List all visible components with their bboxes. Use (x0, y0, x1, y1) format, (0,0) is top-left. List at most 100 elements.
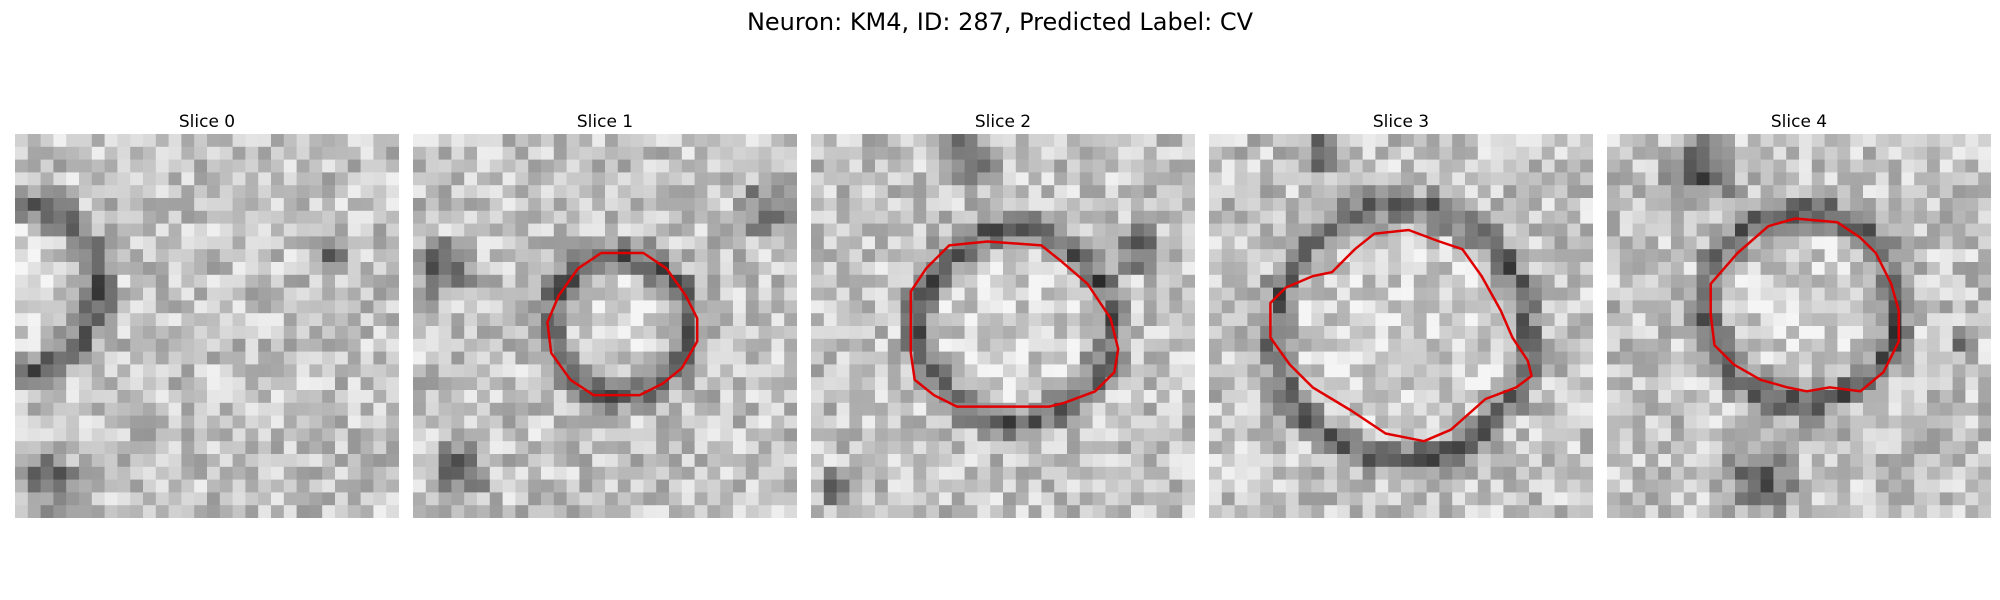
image-pixel (1247, 198, 1261, 212)
image-pixel (681, 479, 696, 493)
image-pixel (271, 492, 285, 506)
image-pixel (360, 146, 374, 161)
image-pixel (1477, 505, 1492, 518)
image-pixel (1554, 287, 1568, 301)
image-pixel (1375, 262, 1389, 276)
image-pixel (836, 428, 850, 442)
image-pixel (1773, 428, 1787, 442)
image-pixel (1067, 185, 1081, 199)
image-pixel (1234, 428, 1248, 442)
image-pixel (1388, 159, 1402, 173)
image-pixel (784, 262, 797, 276)
image-pixel (373, 198, 387, 212)
image-pixel (1619, 364, 1634, 378)
image-pixel (553, 134, 568, 148)
image-pixel (1015, 364, 1030, 378)
image-pixel (1477, 146, 1492, 161)
image-pixel (771, 326, 785, 340)
image-pixel (811, 210, 825, 225)
image-pixel (438, 185, 452, 199)
image-pixel (1221, 351, 1236, 365)
image-pixel (1054, 505, 1068, 518)
image-pixel (219, 172, 234, 186)
image-pixel (309, 402, 323, 417)
image-pixel (1541, 146, 1556, 161)
image-pixel (258, 287, 272, 301)
image-pixel (1298, 428, 1312, 442)
image-pixel (1375, 210, 1389, 225)
image-pixel (720, 479, 734, 493)
image-pixel (1888, 146, 1902, 161)
image-pixel (1143, 351, 1158, 365)
image-pixel (117, 146, 131, 161)
image-pixel (1863, 402, 1877, 417)
image-pixel (566, 390, 580, 404)
image-pixel (40, 185, 54, 199)
image-pixel (1337, 326, 1351, 340)
image-pixel (1811, 351, 1826, 365)
image-pixel (1260, 236, 1274, 250)
image-pixel (1567, 428, 1581, 442)
image-pixel (1477, 415, 1492, 429)
image-pixel (784, 479, 797, 493)
image-pixel (875, 185, 889, 199)
image-pixel (707, 313, 721, 327)
image-pixel (681, 377, 696, 391)
image-pixel (1529, 185, 1543, 199)
image-pixel (1632, 134, 1646, 148)
image-pixel (1247, 402, 1261, 417)
image-pixel (1503, 274, 1517, 289)
image-pixel (630, 146, 644, 161)
image-pixel (1952, 428, 1966, 442)
image-pixel (681, 262, 696, 276)
image-pixel (592, 134, 606, 148)
image-pixel (79, 287, 93, 301)
image-pixel (1413, 338, 1428, 353)
image-pixel (1349, 441, 1364, 455)
image-pixel (1439, 223, 1453, 237)
image-pixel (258, 428, 272, 442)
image-pixel (1311, 198, 1325, 212)
image-pixel (386, 262, 399, 276)
image-pixel (849, 441, 863, 455)
image-pixel (951, 351, 966, 365)
image-pixel (939, 454, 953, 468)
image-pixel (1760, 262, 1774, 276)
image-pixel (1607, 172, 1621, 186)
image-pixel (347, 505, 362, 518)
image-pixel (720, 492, 734, 506)
image-pixel (1401, 287, 1415, 301)
image-pixel (1696, 505, 1710, 518)
image-pixel (1465, 492, 1479, 506)
image-pixel (811, 505, 825, 518)
image-pixel (1914, 262, 1928, 276)
image-pixel (1465, 313, 1479, 327)
image-pixel (1607, 402, 1621, 417)
image-pixel (1452, 492, 1466, 506)
image-pixel (1837, 492, 1851, 506)
image-pixel (335, 351, 349, 365)
image-pixel (104, 492, 118, 506)
image-pixel (1863, 249, 1877, 263)
image-pixel (477, 159, 491, 173)
image-pixel (1324, 466, 1338, 481)
image-pixel (15, 274, 29, 289)
image-pixel (862, 159, 876, 173)
image-pixel (373, 338, 387, 353)
image-pixel (130, 326, 144, 340)
image-pixel (1273, 313, 1287, 327)
image-pixel (207, 146, 221, 161)
image-pixel (515, 172, 529, 186)
image-pixel (130, 172, 144, 186)
image-pixel (1182, 454, 1195, 468)
image-pixel (258, 134, 272, 148)
image-pixel (1541, 300, 1556, 314)
image-pixel (438, 364, 452, 378)
image-pixel (360, 134, 374, 148)
image-pixel (1799, 313, 1813, 327)
image-pixel (1285, 185, 1300, 199)
image-pixel (1722, 338, 1736, 353)
image-pixel (862, 505, 876, 518)
image-pixel (489, 300, 504, 314)
image-pixel (27, 454, 42, 468)
